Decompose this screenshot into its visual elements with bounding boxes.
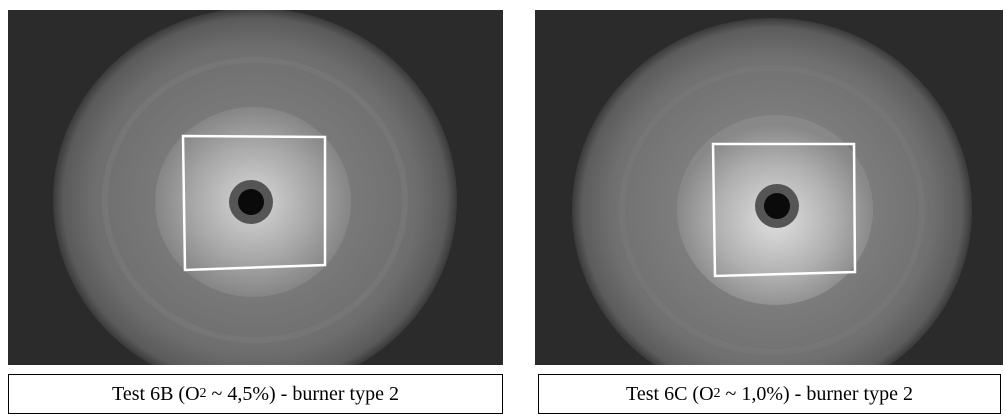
flame-photo xyxy=(535,10,1003,365)
caption-text: ~ 1,0%) - burner type 2 xyxy=(720,382,913,405)
caption-text: Test 6B (O xyxy=(112,382,200,405)
caption: Test 6C (O 2 ~ 1,0%) - burner type 2 xyxy=(538,374,1001,414)
flame-photo xyxy=(8,10,503,365)
caption-text: ~ 4,5%) - burner type 2 xyxy=(206,382,399,405)
caption-text: Test 6C (O xyxy=(626,382,714,405)
caption: Test 6B (O 2 ~ 4,5%) - burner type 2 xyxy=(8,374,503,414)
